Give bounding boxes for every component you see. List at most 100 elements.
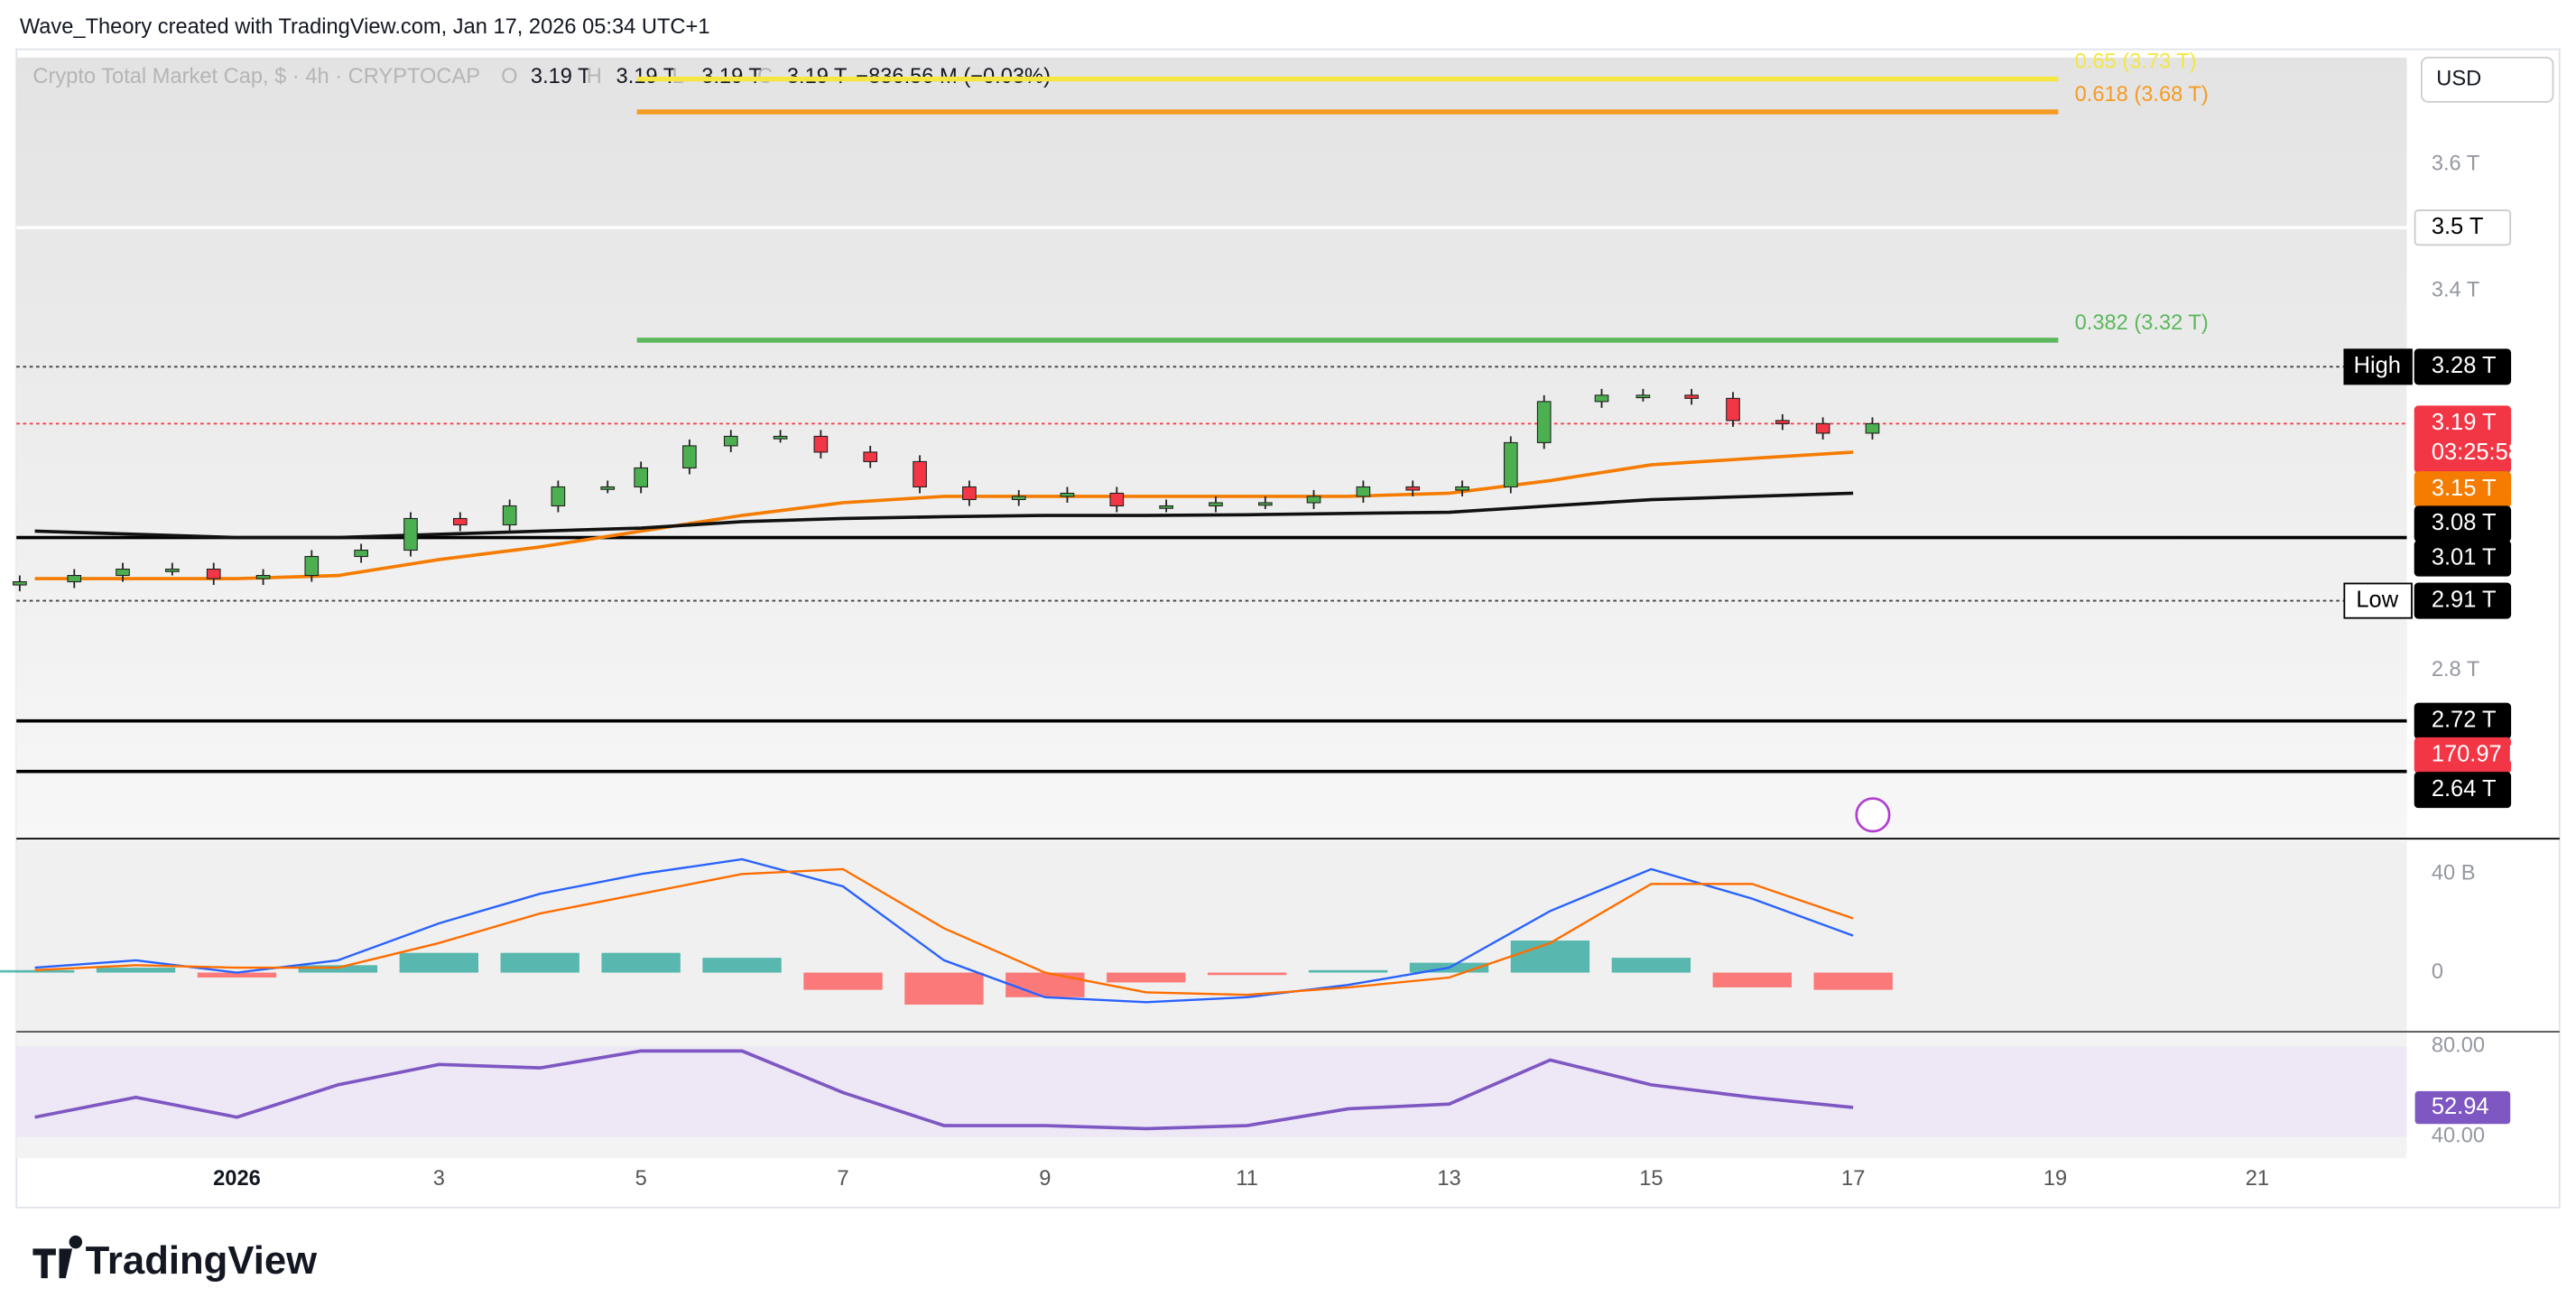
candle-body <box>1684 394 1699 399</box>
price-label-box <box>2414 582 2512 619</box>
rsi-band <box>16 1046 2407 1137</box>
macd-histogram-bar <box>904 972 984 1006</box>
candle-body <box>1775 420 1790 424</box>
y-tick-label: 2.8 T <box>2432 658 2479 681</box>
macd-histogram-bar <box>197 972 277 978</box>
macd-histogram-bar <box>1510 941 1590 973</box>
price-label: 3.08 T <box>2432 510 2497 535</box>
fib-label: 0.618 (3.68 T) <box>2075 83 2209 107</box>
price-label-box <box>2414 540 2512 577</box>
x-tick-label: 15 <box>1639 1167 1663 1191</box>
candle-body <box>13 581 27 586</box>
price-tag: High <box>2354 353 2401 378</box>
candle-body <box>913 460 927 488</box>
symbol-title: Crypto Total Market Cap, $ · 4h · CRYPTO… <box>32 65 480 88</box>
price-label: 170.97 B <box>2432 742 2524 767</box>
fib-label: 0.65 (3.73 T) <box>2075 51 2197 74</box>
macd-histogram-bar <box>500 952 579 973</box>
price-label: 2.72 T <box>2432 707 2497 732</box>
last-value-box <box>2414 1090 2511 1125</box>
candle-body <box>452 517 468 526</box>
price-pane <box>16 57 2407 839</box>
y-tick-label: 0 <box>2432 960 2443 984</box>
macd-histogram-bar <box>1207 972 1287 976</box>
y-tick-label: 3.4 T <box>2432 279 2479 302</box>
macd-histogram-bar <box>1308 969 1388 973</box>
moving-average <box>34 491 1854 540</box>
y-tick-label: 40 B <box>2432 862 2476 885</box>
price-label: 3.01 T <box>2432 544 2497 570</box>
macd-histogram-bar <box>702 958 782 973</box>
moving-average <box>34 450 1854 580</box>
ohlc-value: 3.19 T <box>531 65 591 88</box>
macd-histogram-bar <box>1712 972 1792 987</box>
currency-button[interactable] <box>2420 56 2554 103</box>
candle-body <box>1405 486 1421 491</box>
price-label-box <box>2414 772 2512 809</box>
macd-histogram-bar <box>1005 972 1085 997</box>
candle-body <box>634 467 648 488</box>
candle-body <box>773 435 788 440</box>
candle-body <box>1594 394 1609 403</box>
x-tick-label: 13 <box>1437 1167 1460 1191</box>
macd-histogram-bar <box>1611 958 1691 973</box>
macd-histogram-bar <box>601 952 681 973</box>
x-tick-label: 11 <box>1236 1167 1258 1191</box>
x-tick-label: 5 <box>635 1167 647 1191</box>
event-icon[interactable] <box>1855 797 1891 833</box>
x-tick-label: 21 <box>2246 1167 2269 1191</box>
brand: TradingView <box>86 1238 318 1283</box>
y-tick-label: 3.6 T <box>2432 152 2479 175</box>
candle-body <box>962 486 977 501</box>
x-tick-label: 19 <box>2043 1167 2067 1191</box>
candle-body <box>1536 401 1552 443</box>
fib-label: 0.382 (3.32 T) <box>2075 311 2209 335</box>
price-label: 2.64 T <box>2432 776 2497 802</box>
candle-body <box>813 435 829 453</box>
ohlc-key: O <box>501 65 517 88</box>
candle-body <box>1109 492 1125 507</box>
currency: USD <box>2436 68 2481 91</box>
x-tick-label: 7 <box>837 1167 848 1191</box>
candle-body <box>1159 505 1173 509</box>
candle-body <box>1726 397 1740 422</box>
candle-body <box>1209 502 1223 507</box>
candle-body <box>206 568 221 579</box>
price-label: 3.5 T <box>2432 214 2484 239</box>
price-label: 3.19 T <box>2432 410 2497 435</box>
candle-body <box>165 568 180 572</box>
candle-body <box>551 486 566 507</box>
candle-body <box>1306 496 1321 504</box>
candle-body <box>403 517 418 551</box>
candle-body <box>1356 486 1371 497</box>
candle-body <box>863 451 878 462</box>
macd-histogram-bar <box>399 952 478 973</box>
candle-body <box>1865 422 1880 434</box>
logo-icon <box>32 1235 83 1279</box>
candle-body <box>600 486 616 490</box>
macd-histogram-bar <box>803 972 883 990</box>
candle-body <box>304 555 320 577</box>
ohlc-key: H <box>587 65 602 88</box>
macd-pane <box>16 840 2407 1033</box>
price-label: 3.15 T <box>2432 476 2497 501</box>
x-tick-label: 3 <box>433 1167 445 1191</box>
candle-body <box>682 445 697 468</box>
candle-body <box>116 568 130 577</box>
x-tick-label: 2026 <box>213 1167 261 1191</box>
macd-histogram-bar <box>298 965 378 973</box>
x-tick-label: 17 <box>1841 1167 1865 1191</box>
series-line <box>34 1049 1854 1131</box>
candle-body <box>723 435 738 447</box>
macd-histogram-bar <box>1107 972 1186 983</box>
candle-body <box>1635 394 1651 399</box>
candle-body <box>1503 441 1518 488</box>
price-label: 2.91 T <box>2432 587 2497 612</box>
y-tick-label: 80.00 <box>2432 1034 2485 1058</box>
candle-body <box>354 549 368 558</box>
candle-body <box>255 575 271 579</box>
price-tag-box <box>2343 582 2413 619</box>
series-line <box>34 857 1854 1004</box>
